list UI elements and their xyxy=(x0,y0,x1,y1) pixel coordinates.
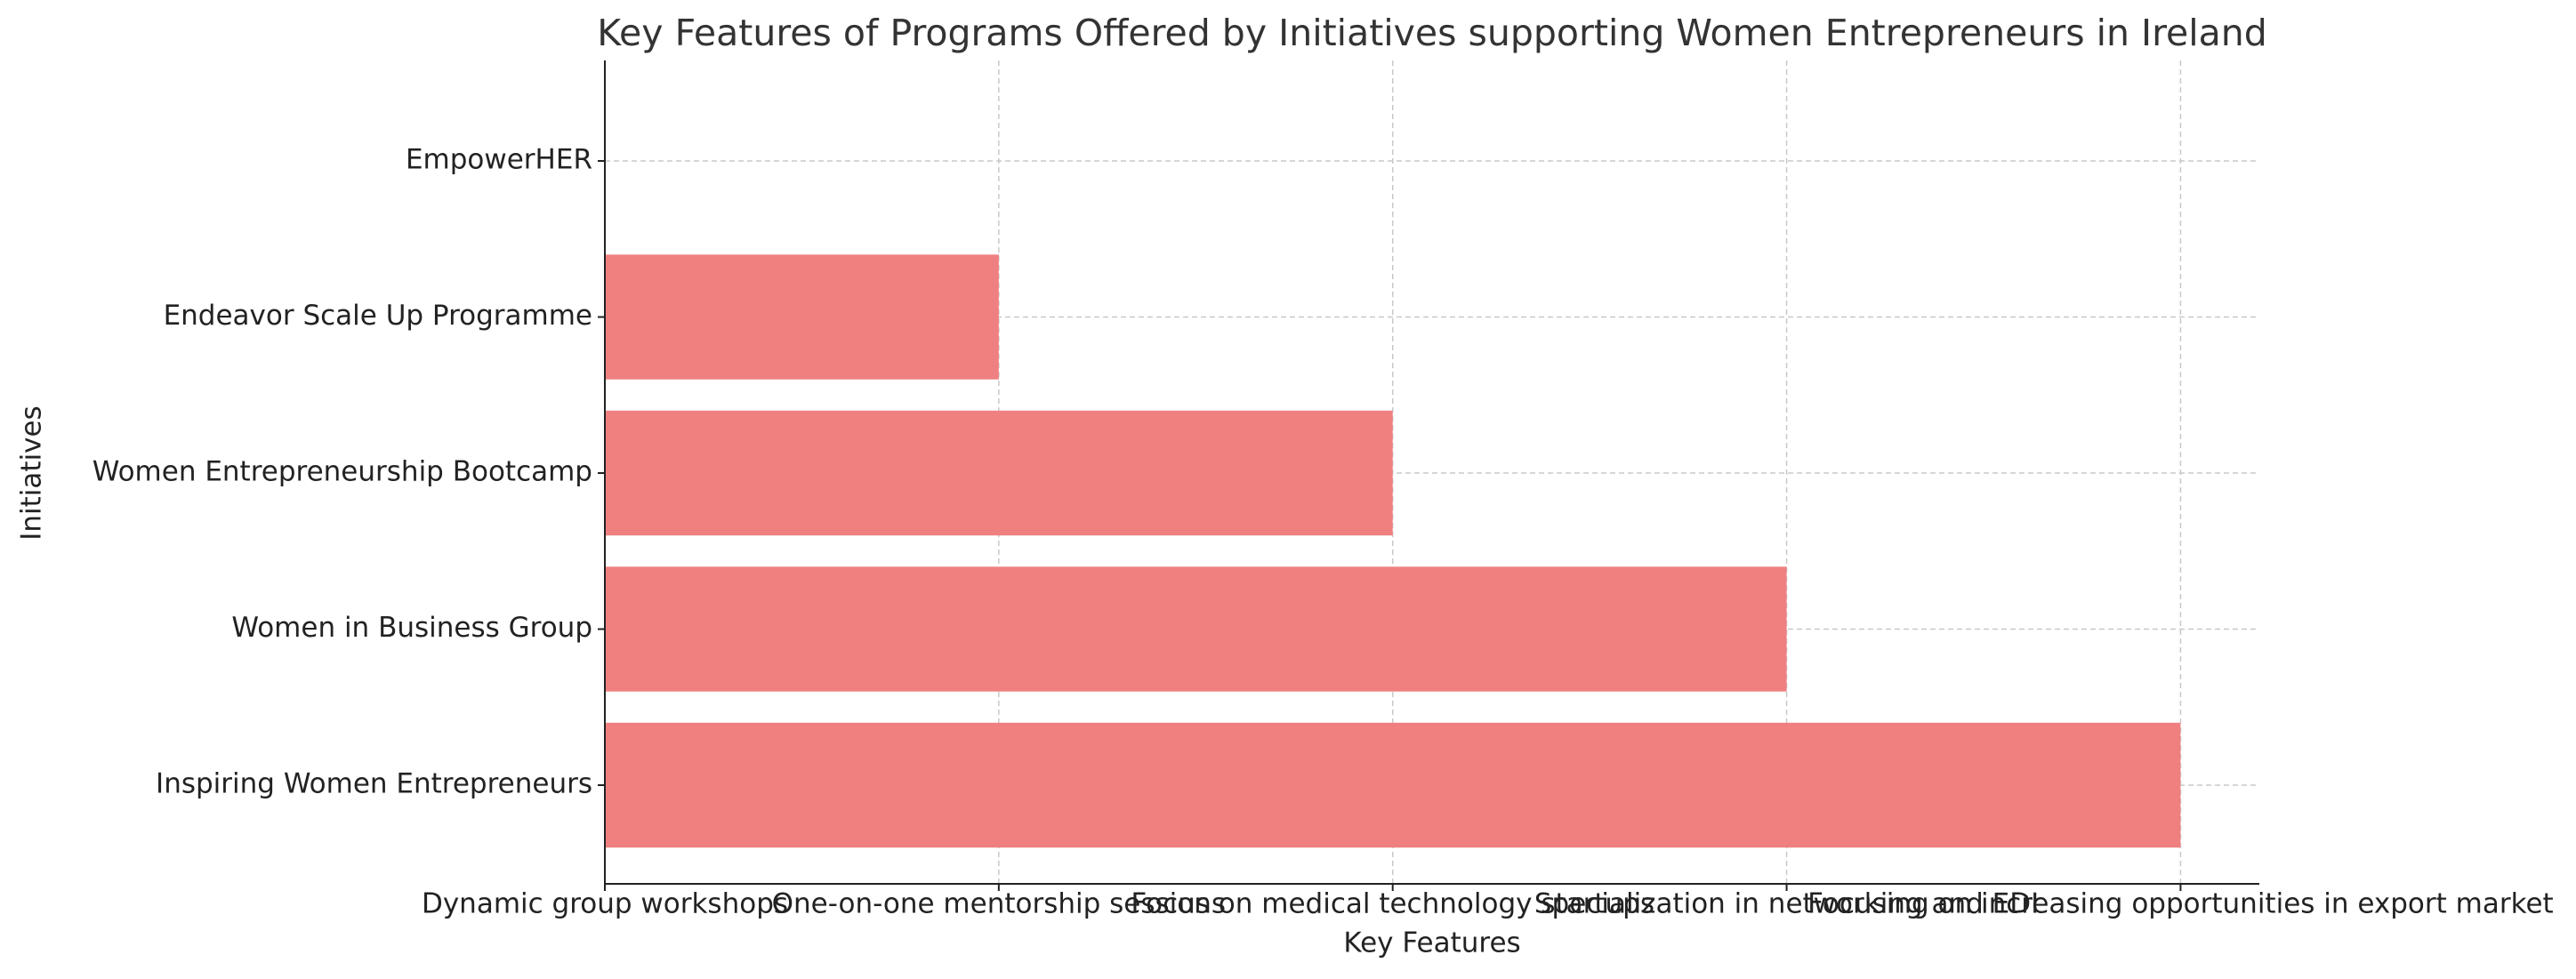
y-axis-label: Initiatives xyxy=(16,405,48,541)
bar xyxy=(605,254,999,380)
y-tick-label: Inspiring Women Entrepreneurs xyxy=(156,768,592,800)
x-tick-label: Specialization in networking and EDI xyxy=(1534,888,2039,920)
y-tick-label: Endeavor Scale Up Programme xyxy=(164,300,592,332)
y-tick-label: EmpowerHER xyxy=(406,144,592,176)
bar xyxy=(605,410,1393,536)
bar xyxy=(605,722,2181,848)
x-tick-label: Dynamic group workshops xyxy=(422,888,788,920)
x-axis-label: Key Features xyxy=(1343,927,1520,959)
chart-title: Key Features of Programs Offered by Init… xyxy=(597,12,2267,54)
y-tick-label: Women Entrepreneurship Bootcamp xyxy=(93,456,592,488)
x-tick-label: One-on-one mentorship sessions xyxy=(772,888,1226,920)
bar xyxy=(605,566,1787,692)
x-tick-label: Focusing on increasing opportunities in … xyxy=(1807,888,2554,920)
y-tick-label: Women in Business Group xyxy=(231,612,592,644)
x-tick-label: Focus on medical technology startups xyxy=(1131,888,1654,920)
